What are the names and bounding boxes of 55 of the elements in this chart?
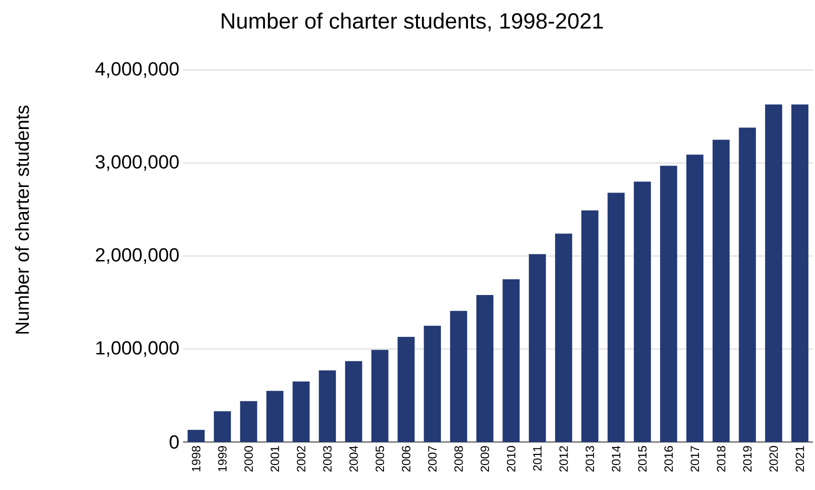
x-tick-label: 2000 [244,446,253,472]
x-tick-label: 2014 [612,446,620,472]
x-tick-label: 1999 [218,446,227,472]
bar [712,140,730,442]
bar [240,401,258,442]
y-tick-label: 0 [170,435,179,449]
bar [581,210,598,442]
bar [398,336,415,442]
bar [450,310,468,442]
bar [292,382,310,442]
x-tick-label: 2008 [454,446,463,472]
x-tick-label: 2016 [664,446,673,472]
x-tick-label: 2007 [428,446,437,472]
x-tick-label: 2013 [586,446,594,472]
x-tick-label: 2005 [376,446,384,472]
y-axis-title: Number of charter students [15,106,29,334]
x-tick-label: 2021 [796,446,804,472]
y-tick-label: 1,000,000 [96,341,179,357]
x-tick-label: 2019 [743,446,752,472]
bar [345,361,362,442]
x-tick-label: 2012 [559,446,568,472]
bar [528,254,546,442]
bar [738,128,756,442]
bar [686,154,704,442]
x-tick-label: 2003 [323,446,332,472]
x-tick-label: 2018 [716,446,726,472]
bar [371,350,388,442]
bar [791,104,808,442]
x-tick-label: 2017 [690,446,700,472]
bar [214,411,231,442]
bar [502,279,520,442]
x-tick-label: 2010 [506,446,516,472]
chart-title: Number of charter students, 1998-2021 [222,12,603,32]
bar [424,326,441,442]
x-tick-label: 2004 [349,446,358,472]
x-tick-label: 2002 [296,446,306,472]
x-tick-label: 2006 [402,446,410,472]
bar [555,234,572,442]
bar [266,390,284,442]
x-tick-label: 2009 [480,446,490,472]
x-tick-label: 2011 [533,446,542,471]
bar [765,104,782,442]
y-tick-label: 2,000,000 [96,248,179,264]
y-tick-label: 3,000,000 [96,155,179,171]
bar [608,192,625,442]
y-tick-label: 4,000,000 [95,62,179,78]
bar [318,370,336,442]
x-tick-label: 2001 [270,446,280,472]
bar [476,295,494,442]
x-tick-label: 2020 [769,446,778,472]
bar [660,166,678,442]
x-tick-label: 1998 [192,446,200,472]
x-tick-label: 2015 [638,446,647,472]
bar [188,430,205,442]
bar [634,182,651,442]
